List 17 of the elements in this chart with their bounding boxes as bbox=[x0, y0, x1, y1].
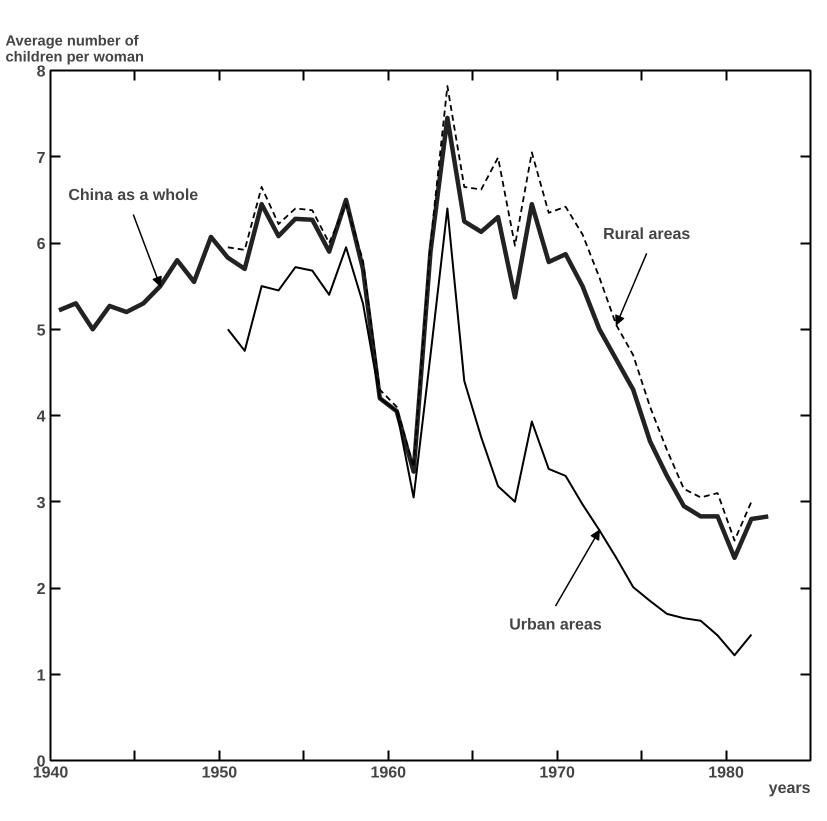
y-axis-title: Average number of children per woman bbox=[6, 34, 144, 66]
annotation: Urban areas bbox=[509, 616, 602, 634]
y-tick-label: 5 bbox=[36, 322, 46, 340]
annotation: Rural areas bbox=[603, 226, 690, 243]
x-tick-label: 1950 bbox=[202, 764, 238, 782]
y-tick-label: 2 bbox=[36, 581, 46, 598]
y-tick-label: 6 bbox=[36, 236, 46, 253]
y-tick-label: 3 bbox=[36, 494, 46, 512]
y-tick-label: 4 bbox=[36, 408, 46, 426]
x-tick-label: 1980 bbox=[708, 764, 744, 782]
x-axis-title: years bbox=[768, 780, 811, 797]
y-tick-label: 7 bbox=[36, 150, 46, 167]
x-tick-label: 1960 bbox=[370, 764, 406, 782]
x-tick-label: 1970 bbox=[539, 764, 576, 782]
annotation: China as a whole bbox=[68, 187, 198, 204]
y-tick-label: 1 bbox=[36, 667, 46, 684]
y-tick-label: 8 bbox=[36, 64, 46, 80]
